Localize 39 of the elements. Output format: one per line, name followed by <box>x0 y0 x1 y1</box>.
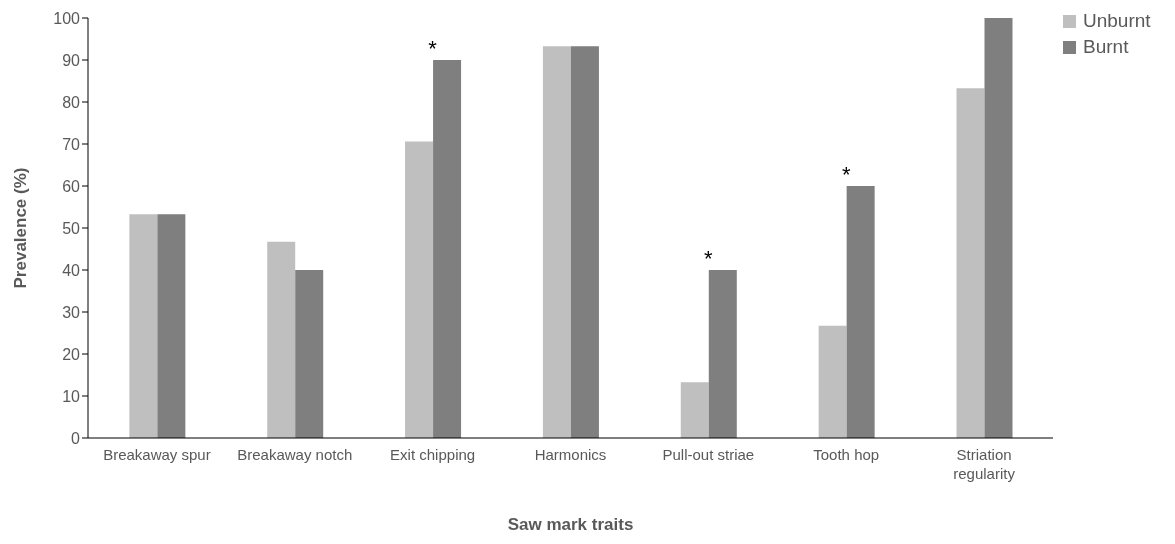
bar <box>680 382 709 438</box>
y-tick-label: 20 <box>62 345 81 363</box>
y-tick-label: 100 <box>53 9 81 27</box>
bar <box>818 325 847 438</box>
bar <box>129 214 158 438</box>
y-tick-label: 0 <box>71 429 81 447</box>
bar <box>433 60 462 438</box>
bar <box>708 270 737 438</box>
bar <box>956 88 985 438</box>
bar <box>157 214 186 438</box>
y-axis-title: Prevalence (%) <box>11 167 31 289</box>
x-tick-label: Tooth hop <box>813 446 880 463</box>
y-tick-label: 70 <box>62 135 81 153</box>
annotation: * <box>841 162 851 187</box>
y-tick-label: 30 <box>62 303 81 321</box>
bar <box>984 18 1013 438</box>
bar <box>405 141 434 438</box>
annotation: * <box>704 246 714 271</box>
x-tick-label: Exit chipping <box>390 446 476 463</box>
x-tick-label: Breakaway spur <box>103 446 211 463</box>
x-tick-label: Striation regularity <box>953 446 1016 482</box>
y-tick-label: 90 <box>62 51 81 69</box>
x-tick-label: Harmonics <box>534 446 607 463</box>
y-tick-label: 10 <box>62 387 81 405</box>
y-tick-label: 50 <box>62 219 81 237</box>
x-axis-title: Saw mark traits <box>507 515 634 534</box>
x-tick-label: Pull-out striae <box>662 446 755 463</box>
legend-label: Unburnt <box>1082 9 1152 33</box>
bar <box>542 46 571 438</box>
bar <box>295 270 324 438</box>
y-tick-label: 40 <box>62 261 81 279</box>
bar <box>570 46 599 438</box>
y-tick-label: 80 <box>62 93 81 111</box>
y-tick-label: 60 <box>62 177 81 195</box>
bar <box>846 186 875 438</box>
x-tick-label: Breakaway notch <box>237 446 353 463</box>
legend-label: Burnt <box>1082 35 1130 59</box>
annotation: * <box>428 36 438 61</box>
bar <box>267 241 296 438</box>
